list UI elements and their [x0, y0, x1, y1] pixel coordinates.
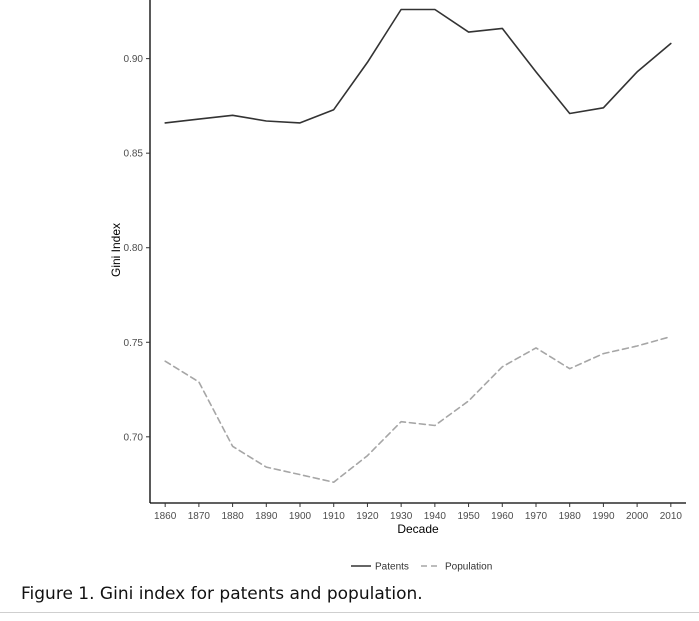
x-tick-label: 1950: [457, 511, 480, 522]
plot-lines: [164, 8, 672, 483]
x-tick-label: 1920: [356, 511, 379, 522]
x-tick-label: 1940: [424, 511, 447, 522]
legend-label-population: Population: [445, 562, 492, 573]
y-tick-label: 0.80: [124, 243, 144, 254]
x-tick-label: 1910: [323, 511, 346, 522]
y-tick-label: 0.90: [124, 54, 144, 65]
figure-caption: Figure 1. Gini index for patents and pop…: [21, 584, 423, 604]
y-tick-label: 0.70: [124, 432, 144, 443]
x-tick-label: 1900: [289, 511, 312, 522]
x-tick-label: 2000: [626, 511, 649, 522]
y-tick-label: 0.75: [124, 338, 144, 349]
x-tick-label: 1960: [491, 511, 514, 522]
chart-legend: Patents Population: [351, 562, 492, 573]
x-tick-label: 1860: [154, 511, 177, 522]
x-tick-label: 1890: [255, 511, 278, 522]
series-line-population: [164, 335, 672, 483]
x-tick-label: 1980: [559, 511, 582, 522]
y-axis-title: Gini Index: [109, 223, 123, 277]
y-tick-label: 0.85: [124, 149, 144, 160]
x-tick-label: 2010: [660, 511, 683, 522]
x-tick-label: 1990: [592, 511, 615, 522]
x-tick-label: 1870: [188, 511, 211, 522]
divider: [0, 612, 699, 613]
legend-label-patents: Patents: [375, 562, 409, 573]
x-axis-title: Decade: [397, 522, 439, 536]
x-axis-ticks: 1860 1870 1880 1890 1900 1910 1920 1930 1940 1950…: [154, 503, 682, 522]
x-tick-label: 1930: [390, 511, 413, 522]
series-line-patents: [164, 8, 672, 124]
x-tick-label: 1880: [221, 511, 244, 522]
x-tick-label: 1970: [525, 511, 548, 522]
y-axis-ticks: 0.70 0.75 0.80 0.85 0.90: [124, 54, 150, 443]
